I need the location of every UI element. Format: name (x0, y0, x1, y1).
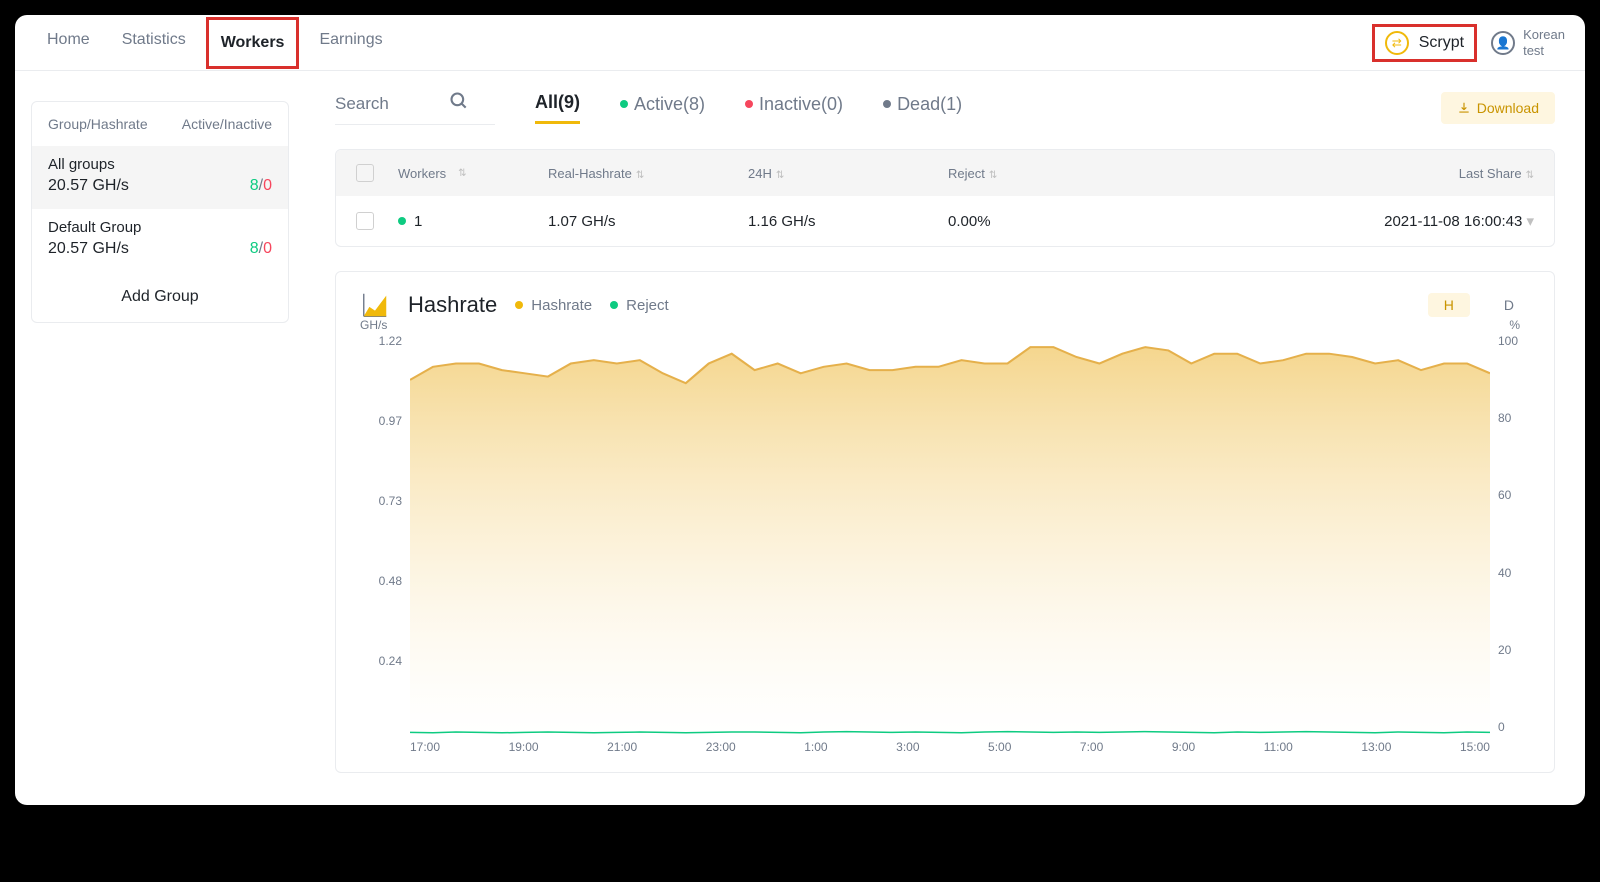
algorithm-selector[interactable]: ⇄ Scrypt (1372, 24, 1477, 62)
y-left-unit: GH/s (360, 318, 387, 332)
col-real-hashrate[interactable]: Real-Hashrate (548, 166, 632, 181)
user-icon: 👤 (1491, 31, 1515, 55)
legend-item: Hashrate (515, 297, 592, 314)
filter-tab[interactable]: Active(8) (620, 92, 705, 124)
period-h[interactable]: H (1428, 293, 1470, 317)
nav-earnings[interactable]: Earnings (307, 17, 394, 69)
y-right-unit: % (1509, 318, 1520, 332)
chart-title: Hashrate (408, 292, 497, 318)
filter-tab[interactable]: Dead(1) (883, 92, 962, 124)
filter-tab[interactable]: Inactive(0) (745, 92, 843, 124)
nav-home[interactable]: Home (35, 17, 102, 69)
workers-table: Workers⇅ Real-Hashrate⇅ 24H⇅ Reject⇅ Las… (335, 149, 1555, 247)
table-row[interactable]: 1 1.07 GH/s 1.16 GH/s 0.00% 2021-11-08 1… (336, 196, 1554, 246)
search-placeholder: Search (335, 94, 389, 114)
sidebar: Group/Hashrate Active/Inactive All group… (15, 71, 305, 805)
col-reject[interactable]: Reject (948, 166, 985, 181)
search-icon (449, 91, 469, 116)
add-group-button[interactable]: Add Group (32, 272, 288, 322)
legend-item: Reject (610, 297, 669, 314)
nav-workers[interactable]: Workers (206, 17, 300, 69)
download-button[interactable]: Download (1441, 92, 1555, 124)
algorithm-label: Scrypt (1419, 34, 1464, 52)
nav-statistics[interactable]: Statistics (110, 17, 198, 69)
group-row[interactable]: All groups 20.57 GH/s 8/0 (32, 146, 288, 209)
col-last-share[interactable]: Last Share (1459, 166, 1522, 181)
hashrate-chart-card: Hashrate HashrateReject HD GH/s % 1.220.… (335, 271, 1555, 773)
filter-tab[interactable]: All(9) (535, 92, 580, 124)
filter-bar: Search All(9) Active(8) Inactive(0) Dead(1)… (335, 91, 1555, 125)
sidebar-head-left: Group/Hashrate (48, 116, 148, 132)
swap-icon: ⇄ (1385, 31, 1409, 55)
chart-icon (360, 290, 390, 320)
group-row[interactable]: Default Group 20.57 GH/s 8/0 (32, 209, 288, 272)
col-24h[interactable]: 24H (748, 166, 772, 181)
col-workers[interactable]: Workers (398, 166, 446, 181)
row-checkbox[interactable] (356, 212, 374, 230)
select-all-checkbox[interactable] (356, 164, 374, 182)
user-line2: test (1523, 43, 1565, 59)
user-line1: Korean (1523, 27, 1565, 43)
top-nav: HomeStatisticsWorkersEarnings ⇄ Scrypt 👤… (15, 15, 1585, 71)
period-d[interactable]: D (1488, 293, 1530, 317)
sidebar-head-right: Active/Inactive (182, 116, 272, 132)
user-menu[interactable]: 👤 Korean test (1491, 27, 1565, 58)
search-input[interactable]: Search (335, 91, 495, 125)
download-label: Download (1477, 100, 1539, 116)
